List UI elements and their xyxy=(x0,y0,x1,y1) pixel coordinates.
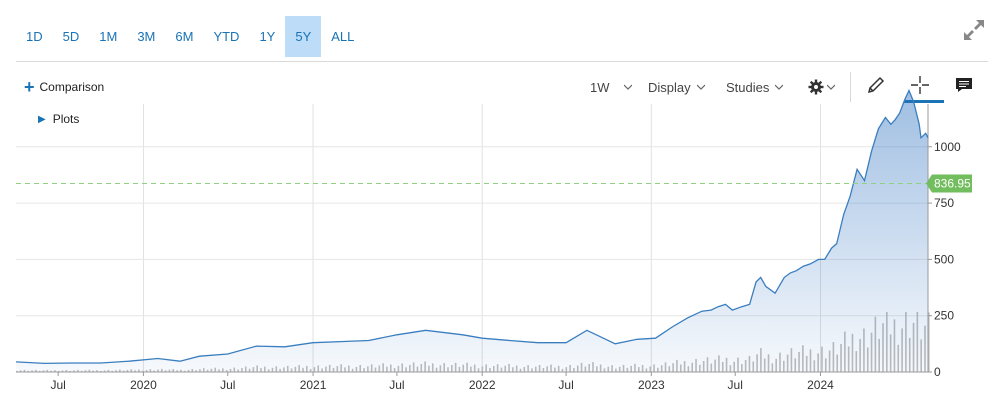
range-6m-button[interactable]: 6M xyxy=(175,29,194,44)
range-ytd-button[interactable]: YTD xyxy=(213,29,240,44)
x-tick-label: Jul xyxy=(50,378,65,392)
last-price-badge xyxy=(926,174,972,193)
interval-dropdown[interactable]: 1W xyxy=(590,72,632,102)
chevron-down-icon xyxy=(623,84,632,90)
crosshair-icon[interactable] xyxy=(906,72,934,98)
comparison-label: Comparison xyxy=(39,80,105,94)
range-1d-button[interactable]: 1D xyxy=(26,29,43,44)
range-selector: 1D 5D 1M 3M 6M YTD 1Y 5Y ALL xyxy=(16,16,364,57)
y-tick-label: 1000 xyxy=(934,140,961,154)
x-tick-label: 2022 xyxy=(469,378,496,392)
x-tick-label: Jul xyxy=(558,378,573,392)
plus-icon: + xyxy=(24,77,35,97)
chevron-down-icon xyxy=(775,84,784,90)
comment-icon[interactable] xyxy=(950,72,978,98)
price-area xyxy=(16,90,928,372)
triangle-right-icon: ▶ xyxy=(38,113,46,125)
display-label: Display xyxy=(648,79,691,95)
x-tick-label: Jul xyxy=(220,378,235,392)
plots-toggle[interactable]: ▶ Plots xyxy=(38,112,79,126)
toolbar-separator xyxy=(850,72,851,102)
range-5d-button[interactable]: 5D xyxy=(62,29,80,44)
range-5y-button[interactable]: 5Y xyxy=(285,16,322,57)
settings-dropdown[interactable] xyxy=(808,72,835,102)
pencil-icon[interactable] xyxy=(862,72,890,98)
chevron-down-icon xyxy=(827,84,835,90)
volume-bar xyxy=(928,312,930,372)
chevron-down-icon xyxy=(696,84,705,90)
x-tick-label: 2020 xyxy=(130,378,157,392)
range-all-button[interactable]: ALL xyxy=(331,29,355,44)
interval-label: 1W xyxy=(590,79,610,95)
x-tick-label: 2023 xyxy=(638,378,665,392)
display-dropdown[interactable]: Display xyxy=(648,72,705,102)
y-tick-label: 500 xyxy=(934,252,954,266)
plots-label: Plots xyxy=(52,112,80,126)
range-1y-button[interactable]: 1Y xyxy=(259,29,276,44)
last-price-label: 836.95 xyxy=(934,177,971,191)
range-3m-button[interactable]: 3M xyxy=(137,29,156,44)
x-tick-label: 2021 xyxy=(300,378,327,392)
comparison-button[interactable]: + Comparison xyxy=(24,77,105,97)
gear-icon xyxy=(808,79,824,95)
studies-dropdown[interactable]: Studies xyxy=(726,72,784,102)
x-tick-label: Jul xyxy=(389,378,404,392)
x-tick-label: 2024 xyxy=(807,378,834,392)
range-1m-button[interactable]: 1M xyxy=(99,29,118,44)
studies-label: Studies xyxy=(726,79,770,95)
y-tick-label: 250 xyxy=(934,309,954,323)
x-tick-label: Jul xyxy=(728,378,743,392)
toolbar-divider xyxy=(16,61,988,62)
active-tool-indicator xyxy=(904,100,944,103)
y-tick-label: 750 xyxy=(934,196,954,210)
y-tick-label: 0 xyxy=(934,365,941,379)
expand-icon[interactable] xyxy=(962,18,986,42)
price-line xyxy=(15,88,929,365)
